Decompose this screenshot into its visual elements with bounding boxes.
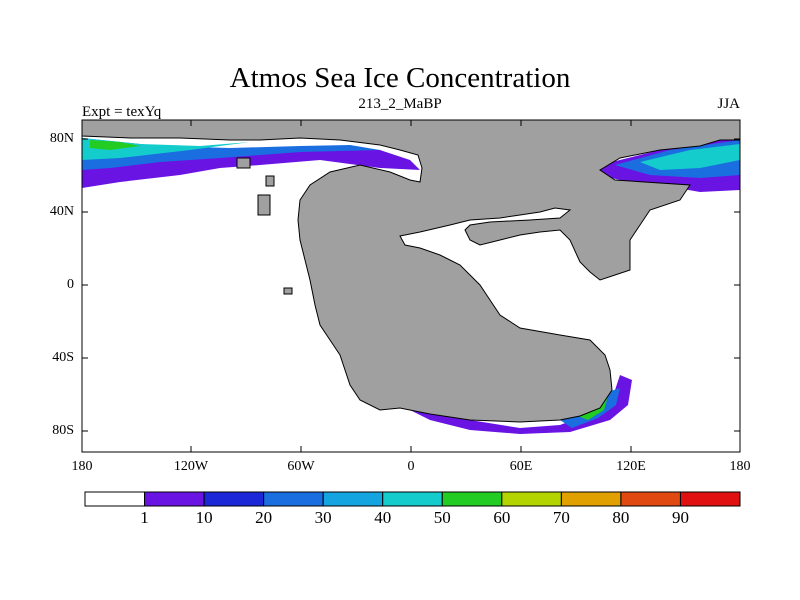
subtitle: 213_2_MaBP <box>358 96 442 112</box>
lon-tick-label: 120W <box>173 459 209 474</box>
colorbar-swatch <box>501 491 562 507</box>
land-masses <box>81 119 741 423</box>
colorbar-swatch <box>263 491 324 507</box>
colorbar-label: 70 <box>552 508 570 527</box>
ice-band-north-west-hi <box>90 140 140 150</box>
lon-tick-label: 180 <box>71 459 93 474</box>
colorbar-label: 30 <box>314 508 332 527</box>
colorbar-label: 50 <box>433 508 451 527</box>
lat-tick-marks <box>82 138 740 432</box>
island-b <box>257 194 271 216</box>
lon-tick-label: 0 <box>407 459 415 474</box>
island-d <box>283 287 293 295</box>
colorbar-label: 60 <box>493 508 511 527</box>
lon-tick-label: 180 <box>729 459 751 474</box>
colorbar-swatch <box>441 491 503 507</box>
lat-tick-label: 40N <box>49 204 74 219</box>
lon-tick-label: 60E <box>509 459 533 474</box>
season-label: JJA <box>717 96 740 112</box>
colorbar-label: 10 <box>195 508 213 527</box>
sea-ice-shading <box>82 138 740 434</box>
colorbar-swatch <box>679 491 741 507</box>
colorbar-swatch <box>382 491 443 507</box>
colorbar-swatch <box>203 491 265 507</box>
colorbar-swatch <box>84 491 146 507</box>
colorbar <box>84 491 741 507</box>
island-a <box>236 157 251 169</box>
lat-tick-label: 0 <box>67 277 74 292</box>
colorbar-swatch <box>620 491 681 507</box>
lon-tick-label: 60W <box>287 459 315 474</box>
colorbar-label: 40 <box>374 508 392 527</box>
colorbar-label: 1 <box>140 508 149 527</box>
colorbar-label: 80 <box>612 508 630 527</box>
page-title: Atmos Sea Ice Concentration <box>229 62 571 94</box>
colorbar-swatch <box>560 491 622 507</box>
lat-tick-label: 80N <box>49 131 74 146</box>
lat-tick-label: 40S <box>52 350 74 365</box>
experiment-label: Expt = texYq <box>82 104 162 120</box>
colorbar-label: 90 <box>671 508 689 527</box>
lon-tick-marks <box>190 120 632 452</box>
lon-tick-label: 120E <box>616 459 646 474</box>
colorbar-swatch <box>322 491 384 507</box>
landmass-north-west <box>81 119 741 423</box>
lat-tick-label: 80S <box>52 423 74 438</box>
colorbar-label: 20 <box>255 508 273 527</box>
colorbar-swatch <box>144 491 205 507</box>
island-c <box>265 175 275 187</box>
ice-band-north-east-core <box>640 144 740 170</box>
